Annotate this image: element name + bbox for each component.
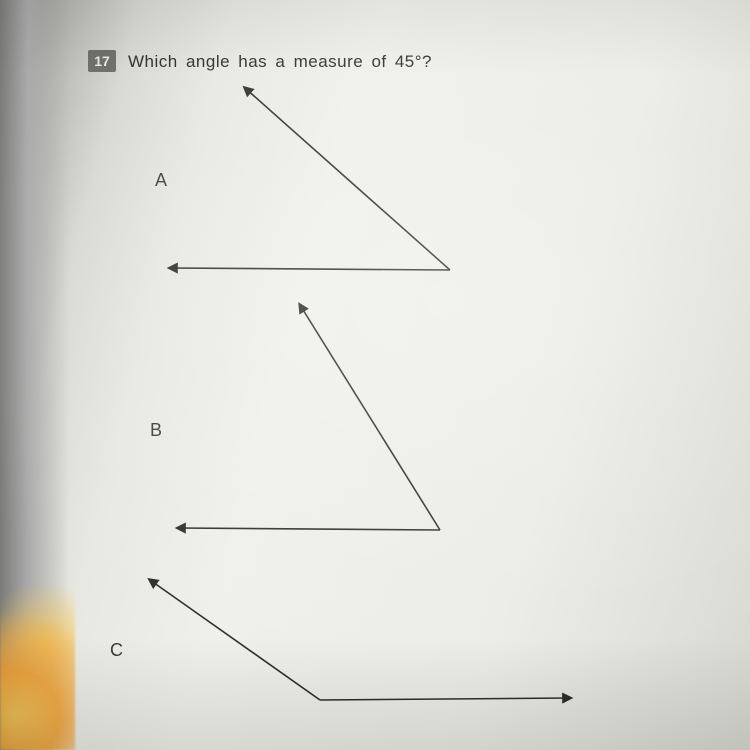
angle-ray — [178, 528, 440, 530]
angle-ray — [320, 698, 570, 700]
angle-ray — [170, 268, 450, 270]
angle-ray — [150, 580, 320, 700]
angle-diagrams — [0, 0, 750, 750]
angle-ray — [300, 305, 440, 530]
angle-ray — [245, 88, 450, 270]
